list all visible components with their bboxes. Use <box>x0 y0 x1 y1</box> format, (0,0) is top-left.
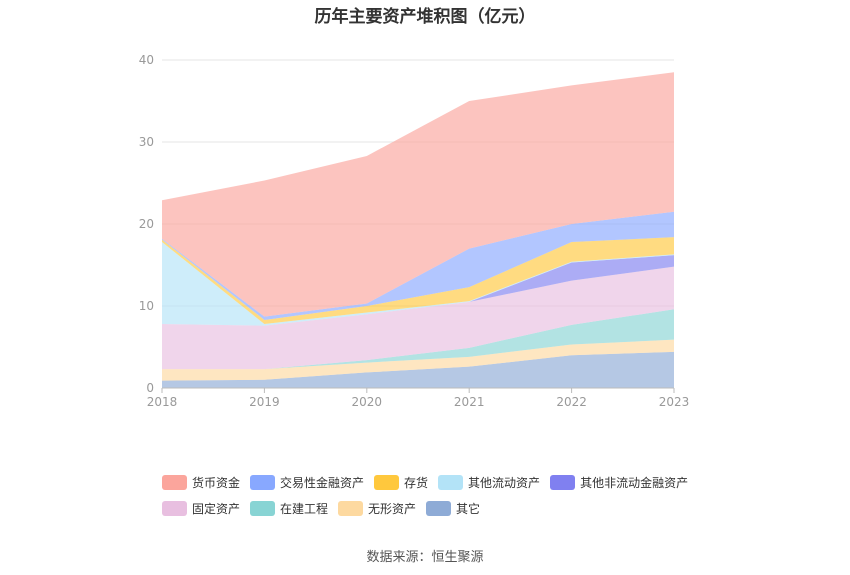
area-series-存货 <box>162 237 674 325</box>
legend-item[interactable]: 其他非流动金融资产 <box>550 474 688 491</box>
y-tick-label: 0 <box>146 381 154 395</box>
legend-item[interactable]: 其它 <box>426 500 480 517</box>
legend-row: 固定资产 在建工程 无形资产 其它 <box>162 498 722 518</box>
area-series-无形资产 <box>162 339 674 381</box>
area-series-其他非流动金融资产 <box>162 255 674 326</box>
area-series-在建工程 <box>162 309 674 370</box>
y-tick-label: 10 <box>139 299 154 313</box>
legend-swatch <box>550 474 576 490</box>
legend-label: 其他非流动金融资产 <box>580 475 689 490</box>
legend-item[interactable]: 在建工程 <box>250 500 328 517</box>
legend-item[interactable]: 固定资产 <box>162 500 240 517</box>
legend-swatch <box>374 474 400 490</box>
y-tick-label: 30 <box>139 135 154 149</box>
legend-item[interactable]: 货币资金 <box>162 474 240 491</box>
legend-swatch <box>162 500 187 516</box>
y-tick-label: 20 <box>139 217 154 231</box>
legend-item[interactable]: 存货 <box>374 474 428 491</box>
legend-item[interactable]: 其他流动资产 <box>438 474 540 491</box>
legend-swatch <box>162 474 187 490</box>
legend-label: 其他流动资产 <box>468 475 541 490</box>
legend-swatch <box>426 500 452 516</box>
chart-title: 历年主要资产堆积图（亿元） <box>314 7 536 27</box>
legend-label: 无形资产 <box>368 501 417 516</box>
legend-swatch <box>250 474 276 490</box>
legend-row: 货币资金 交易性金融资产 存货 其他流动资产 其他非流动金融资产 <box>162 472 722 492</box>
x-tick-label: 2020 <box>352 395 383 409</box>
legend-label: 固定资产 <box>192 501 241 516</box>
legend-label: 其它 <box>456 501 481 516</box>
source-note: 数据来源：恒生聚源 <box>366 550 484 565</box>
y-tick-label: 40 <box>139 53 154 67</box>
legend-swatch <box>438 474 464 490</box>
x-tick-label: 2019 <box>249 395 280 409</box>
x-tick-label: 2022 <box>556 395 587 409</box>
legend-item[interactable]: 无形资产 <box>338 500 416 517</box>
x-tick-label: 2021 <box>454 395 485 409</box>
area-series-其他流动资产 <box>162 242 674 326</box>
legend-label: 货币资金 <box>192 475 241 490</box>
legend-item[interactable]: 交易性金融资产 <box>250 474 364 491</box>
legend: 货币资金 交易性金融资产 存货 其他流动资产 其他非流动金融资产 固定资产 在建工程 无形资… <box>162 472 722 524</box>
area-series-交易性金融资产 <box>162 211 674 320</box>
area-series-其它 <box>162 351 674 388</box>
x-tick-label: 2018 <box>147 395 178 409</box>
legend-swatch <box>250 500 276 516</box>
x-tick-label: 2023 <box>659 395 690 409</box>
area-series-货币资金 <box>162 72 674 317</box>
area-series-group <box>162 72 674 388</box>
axes: 0 10 20 30 40 2018 2019 2020 2021 2022 2023 <box>139 53 690 409</box>
legend-label: 交易性金融资产 <box>280 475 365 490</box>
area-series-固定资产 <box>162 266 674 370</box>
legend-label: 存货 <box>404 475 429 490</box>
legend-label: 在建工程 <box>280 501 329 516</box>
legend-swatch <box>338 500 364 516</box>
